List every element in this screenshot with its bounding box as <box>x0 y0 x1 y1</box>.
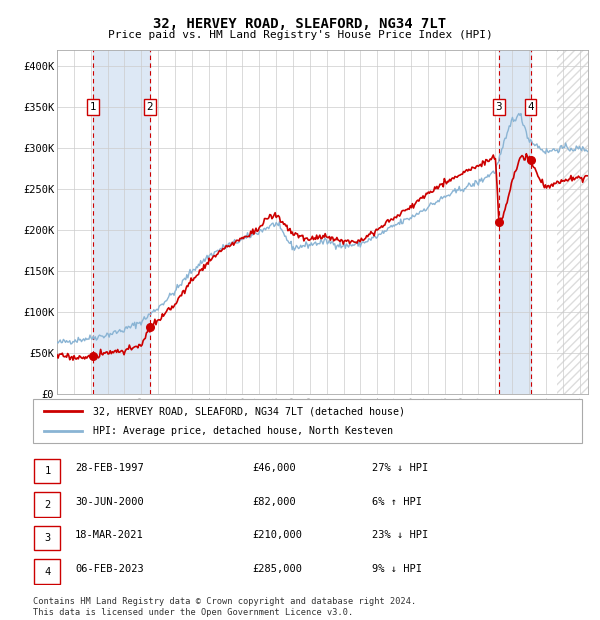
Text: £46,000: £46,000 <box>252 463 296 473</box>
Text: 06-FEB-2023: 06-FEB-2023 <box>75 564 144 574</box>
Text: 32, HERVEY ROAD, SLEAFORD, NG34 7LT (detached house): 32, HERVEY ROAD, SLEAFORD, NG34 7LT (det… <box>94 406 406 416</box>
Bar <box>557 50 588 394</box>
Text: 27% ↓ HPI: 27% ↓ HPI <box>372 463 428 473</box>
Bar <box>557 50 588 394</box>
FancyBboxPatch shape <box>34 459 61 484</box>
Text: Price paid vs. HM Land Registry's House Price Index (HPI): Price paid vs. HM Land Registry's House … <box>107 30 493 40</box>
Bar <box>499 50 530 394</box>
Text: 6% ↑ HPI: 6% ↑ HPI <box>372 497 422 507</box>
Text: 28-FEB-1997: 28-FEB-1997 <box>75 463 144 473</box>
Text: 2: 2 <box>146 102 153 112</box>
Text: 2: 2 <box>44 500 50 510</box>
FancyBboxPatch shape <box>33 399 582 443</box>
Text: 1: 1 <box>44 466 50 476</box>
Text: Contains HM Land Registry data © Crown copyright and database right 2024.
This d: Contains HM Land Registry data © Crown c… <box>33 598 416 617</box>
Text: HPI: Average price, detached house, North Kesteven: HPI: Average price, detached house, Nort… <box>94 426 394 436</box>
FancyBboxPatch shape <box>34 492 61 517</box>
Text: 3: 3 <box>496 102 502 112</box>
Text: £82,000: £82,000 <box>252 497 296 507</box>
Text: 4: 4 <box>44 567 50 577</box>
FancyBboxPatch shape <box>34 526 61 551</box>
Text: 32, HERVEY ROAD, SLEAFORD, NG34 7LT: 32, HERVEY ROAD, SLEAFORD, NG34 7LT <box>154 17 446 32</box>
Text: 30-JUN-2000: 30-JUN-2000 <box>75 497 144 507</box>
Text: £285,000: £285,000 <box>252 564 302 574</box>
Text: 1: 1 <box>90 102 97 112</box>
Text: 9% ↓ HPI: 9% ↓ HPI <box>372 564 422 574</box>
Text: 23% ↓ HPI: 23% ↓ HPI <box>372 530 428 540</box>
Text: 3: 3 <box>44 533 50 543</box>
Bar <box>94 50 150 394</box>
Text: 18-MAR-2021: 18-MAR-2021 <box>75 530 144 540</box>
Text: 4: 4 <box>527 102 534 112</box>
Text: £210,000: £210,000 <box>252 530 302 540</box>
FancyBboxPatch shape <box>34 559 61 584</box>
